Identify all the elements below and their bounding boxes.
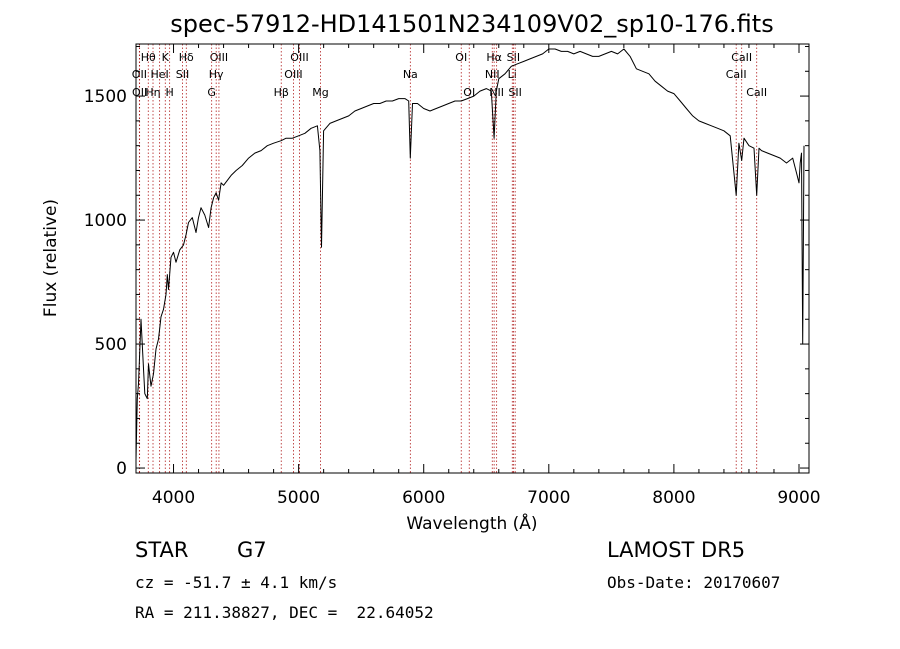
y-tick-label: 0 <box>116 459 127 479</box>
chart-title: spec-57912-HD141501N234109V02_sp10-176.f… <box>170 10 773 38</box>
object-subclass: G7 <box>237 538 267 562</box>
x-axis-label: Wavelength (Å) <box>406 512 537 534</box>
survey-name: LAMOST DR5 <box>607 538 746 562</box>
line-marker-label: OIII <box>284 68 302 81</box>
line-marker-label: G <box>207 86 216 99</box>
line-marker-label: Hβ <box>274 86 289 99</box>
axis-ticks: 4000 5000 6000 7000 8000 9000 0 500 1000 1500 <box>84 44 821 508</box>
line-marker-label: Li <box>508 68 517 81</box>
line-marker-label: OI <box>463 86 475 99</box>
observation-date: Obs-Date: 20170607 <box>607 573 781 592</box>
y-tick-label: 1500 <box>84 87 127 107</box>
line-marker-label: CaII <box>746 86 767 99</box>
x-tick-label: 5000 <box>277 488 320 508</box>
line-marker-label: Hη <box>145 86 160 99</box>
line-marker-label: SII <box>508 86 521 99</box>
spectrum-series <box>135 48 805 461</box>
redshift-velocity: cz = -51.7 ± 4.1 km/s <box>135 573 338 592</box>
line-marker-label: Hδ <box>179 51 194 64</box>
coordinates: RA = 211.38827, DEC = 22.64052 <box>135 603 434 622</box>
object-class: STAR <box>135 538 189 562</box>
line-marker-label: Na <box>403 68 418 81</box>
spectrum-line <box>135 48 805 461</box>
y-tick-label: 1000 <box>84 211 127 231</box>
x-tick-label: 9000 <box>777 488 820 508</box>
line-marker-label: OI <box>455 51 467 64</box>
line-marker-label: OIII <box>290 51 308 64</box>
line-marker-label: HeI <box>150 68 168 81</box>
line-marker-label: H <box>166 86 174 99</box>
line-marker-label: Hγ <box>209 68 224 81</box>
plot-frame <box>135 43 810 474</box>
line-marker-label: SII <box>176 68 189 81</box>
x-tick-label: 6000 <box>402 488 445 508</box>
x-tick-label: 4000 <box>152 488 195 508</box>
x-tick-label: 8000 <box>652 488 695 508</box>
line-marker-label: SII <box>507 51 520 64</box>
line-marker-label: OIII <box>210 51 228 64</box>
y-tick-label: 500 <box>95 335 127 355</box>
line-marker-label: CaII <box>726 68 747 81</box>
line-marker-label: NII <box>485 68 500 81</box>
line-marker-label: K <box>162 51 170 64</box>
line-marker-label: Hα <box>486 51 502 64</box>
line-marker-label: CaII <box>731 51 752 64</box>
line-marker-label: Mg <box>312 86 328 99</box>
y-axis-label: Flux (relative) <box>41 199 61 317</box>
line-marker-label: Hθ <box>141 51 156 64</box>
x-tick-label: 7000 <box>527 488 570 508</box>
